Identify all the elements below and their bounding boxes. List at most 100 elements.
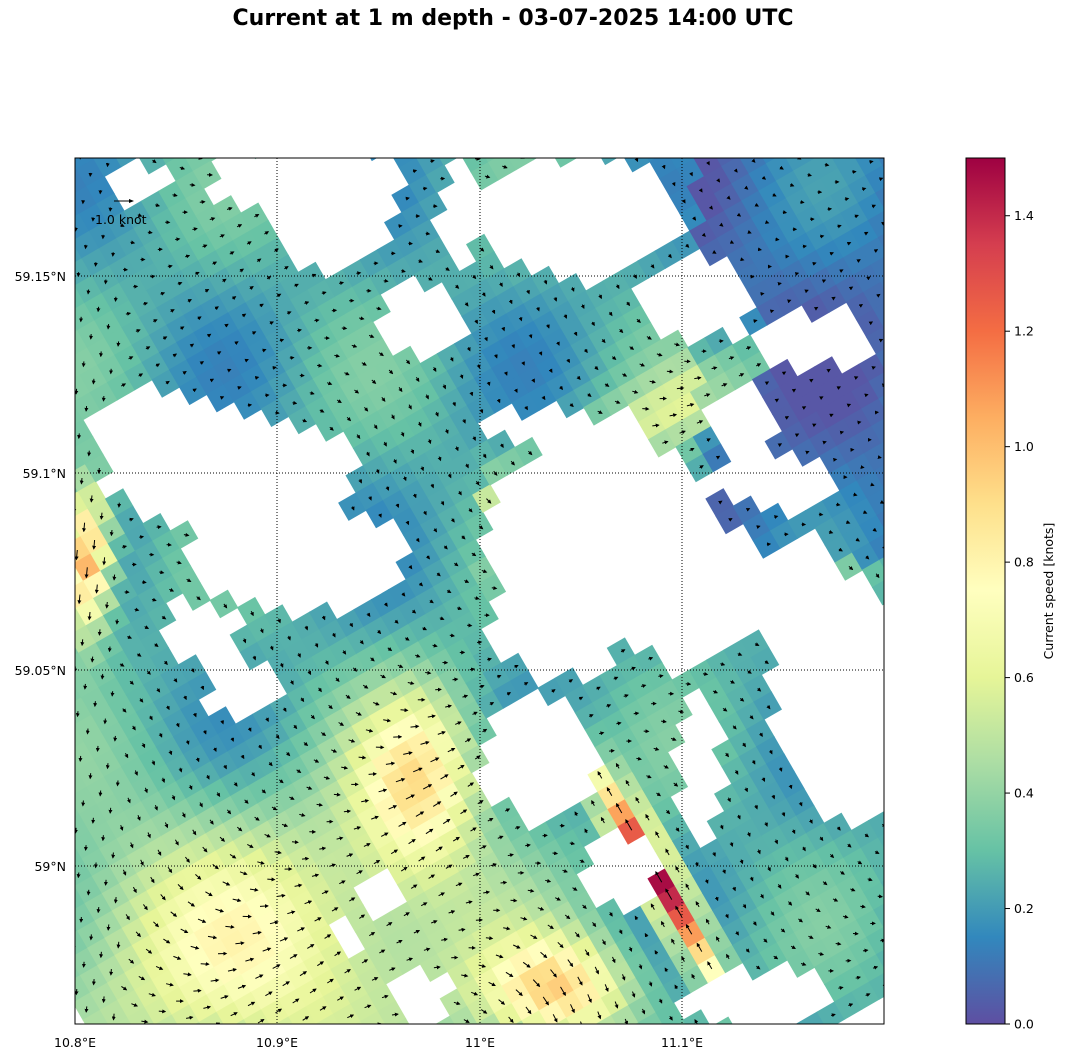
current-vector	[112, 574, 117, 581]
current-vector	[187, 140, 191, 142]
speed-cell	[216, 1001, 246, 1024]
current-vector	[145, 948, 153, 954]
current-vector	[609, 151, 611, 154]
current-vector	[101, 835, 106, 842]
current-vector	[546, 1042, 548, 1047]
current-vector	[101, 996, 106, 1004]
speed-cell	[870, 857, 884, 884]
current-vector	[618, 1046, 620, 1051]
speed-cell	[164, 1031, 193, 1057]
current-vector	[897, 168, 900, 169]
speed-cell	[115, 158, 138, 168]
speed-cell	[195, 1021, 202, 1024]
current-vector	[163, 938, 171, 944]
speed-cell	[262, 121, 291, 150]
current-vector	[119, 825, 124, 831]
current-vector	[563, 1032, 566, 1038]
current-vector	[75, 711, 80, 718]
current-vector	[153, 921, 160, 928]
speed-cell	[540, 122, 569, 151]
speed-cell	[860, 837, 884, 866]
speed-cell	[891, 889, 920, 918]
speed-cell	[868, 972, 884, 1000]
current-vector	[477, 640, 483, 645]
current-vector	[653, 1026, 655, 1030]
current-vector	[125, 153, 127, 156]
current-vector	[900, 814, 904, 816]
speed-cell	[693, 158, 723, 177]
speed-cell	[883, 926, 884, 929]
current-vector	[661, 719, 667, 724]
speed-cell	[888, 845, 917, 874]
current-vector	[907, 185, 909, 186]
current-vector	[904, 141, 907, 142]
speed-cell	[612, 126, 641, 155]
current-vector	[901, 536, 903, 538]
speed-cell	[185, 158, 212, 172]
speed-cell	[861, 559, 884, 589]
current-vector	[204, 130, 208, 132]
current-vector	[67, 533, 68, 540]
speed-cell	[790, 116, 819, 145]
current-vector	[66, 371, 67, 376]
colorbar-tick-label: 0.4	[1014, 786, 1034, 801]
current-vector	[537, 146, 541, 148]
current-vector	[900, 375, 903, 376]
current-vector	[633, 711, 640, 716]
speed-cell	[92, 158, 98, 160]
current-vector	[902, 859, 906, 860]
current-vector	[457, 1047, 461, 1050]
page-title: Current at 1 m depth - 03-07-2025 14:00 …	[232, 6, 794, 31]
speed-cell	[858, 953, 884, 983]
current-vector	[609, 748, 615, 753]
speed-cell	[120, 1034, 149, 1057]
current-vector	[53, 749, 54, 754]
speed-cell	[209, 1029, 238, 1057]
speed-cell	[818, 123, 847, 152]
current-vector	[75, 827, 78, 834]
speed-cell	[865, 326, 884, 355]
current-vector	[121, 985, 128, 991]
current-vector	[869, 159, 874, 164]
speed-cell	[75, 741, 96, 771]
current-vector	[124, 1031, 130, 1032]
current-vector	[50, 704, 51, 709]
speed-cell	[868, 811, 884, 839]
current-vector	[705, 1037, 707, 1041]
current-vector	[425, 231, 431, 236]
speed-cell	[128, 129, 157, 158]
current-vector	[777, 281, 782, 286]
current-vector	[805, 130, 808, 132]
current-vector	[187, 901, 196, 907]
current-vector	[189, 182, 196, 187]
colorbar-tick-label: 1.0	[1014, 439, 1034, 454]
speed-cell	[873, 303, 884, 328]
speed-cell	[137, 1024, 166, 1053]
speed-cell	[773, 126, 802, 155]
speed-cell	[75, 374, 91, 402]
current-vector	[885, 869, 889, 870]
speed-cell	[880, 279, 884, 289]
current-vector	[109, 969, 114, 976]
current-vector	[220, 995, 229, 999]
current-vector	[491, 1027, 495, 1031]
current-vector	[796, 1035, 800, 1036]
speed-cell	[885, 200, 914, 229]
current-vector	[824, 162, 830, 167]
current-vector	[536, 1024, 539, 1030]
speed-cell	[38, 573, 67, 602]
speed-cell	[439, 158, 458, 166]
current-vector	[116, 941, 121, 949]
speed-cell	[871, 418, 884, 445]
current-vector	[97, 467, 102, 474]
speed-cell	[75, 419, 94, 448]
speed-cell	[75, 257, 93, 287]
current-vector	[160, 894, 166, 901]
current-vector	[197, 918, 207, 923]
current-vector	[106, 324, 111, 330]
speed-cell	[746, 118, 775, 147]
current-vector	[887, 151, 890, 152]
current-vector	[87, 450, 92, 457]
speed-cell	[75, 974, 92, 1003]
current-vector	[131, 1003, 139, 1007]
